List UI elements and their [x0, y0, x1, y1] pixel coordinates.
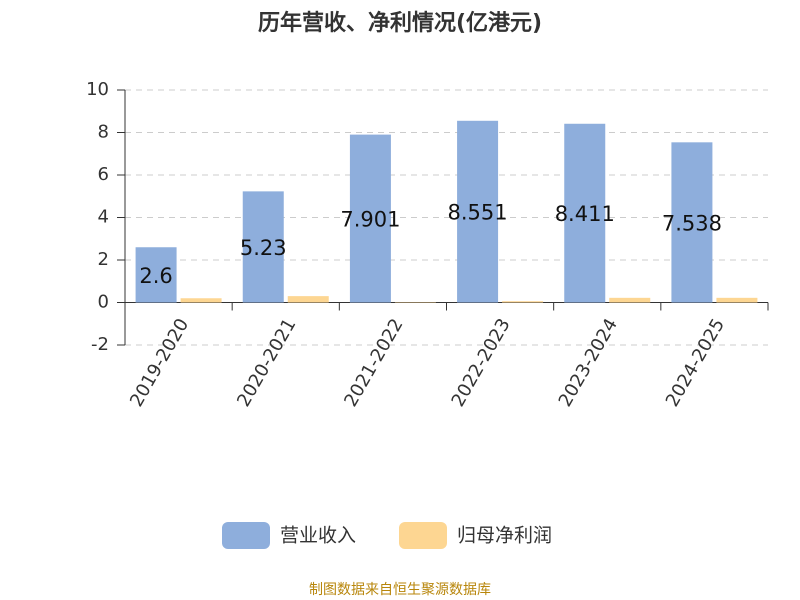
bar: [564, 123, 606, 303]
x-tick-label: 2024-2025: [662, 315, 729, 410]
chart-title: 历年营收、净利情况(亿港元): [258, 10, 542, 36]
y-tick-label: 4: [98, 207, 109, 228]
source-note: 制图数据来自恒生聚源数据库: [309, 582, 491, 598]
bar: [242, 191, 284, 303]
x-tick-label: 2019-2020: [126, 315, 193, 410]
x-tick-label: 2020-2021: [233, 315, 300, 410]
legend-label: 归母净利润: [457, 525, 552, 547]
x-tick-label: 2023-2024: [555, 315, 622, 410]
value-label: 7.538: [662, 211, 722, 235]
bar: [349, 134, 391, 303]
bar: [287, 296, 329, 303]
value-label: 7.901: [340, 208, 400, 232]
y-tick-label: 0: [98, 292, 109, 313]
value-label: 8.411: [555, 202, 615, 226]
legend-swatch: [222, 522, 270, 549]
bar: [457, 120, 499, 303]
y-tick-label: 8: [98, 122, 109, 143]
value-label: 5.23: [240, 236, 287, 260]
bar: [671, 142, 713, 303]
bar: [502, 301, 544, 303]
bar: [609, 297, 651, 303]
value-label: 2.6: [139, 264, 172, 288]
bar: [180, 298, 222, 303]
bar: [135, 247, 177, 303]
y-tick-label: 10: [86, 79, 109, 100]
y-tick-label: 2: [98, 249, 109, 270]
bar: [716, 297, 758, 303]
value-label: 8.551: [448, 201, 508, 225]
legend-label: 营业收入: [280, 525, 356, 547]
legend-swatch: [399, 522, 447, 549]
x-tick-label: 2022-2023: [447, 315, 514, 410]
y-tick-label: -2: [91, 334, 109, 355]
x-tick-label: 2021-2022: [340, 315, 407, 410]
y-tick-label: 6: [98, 164, 109, 185]
